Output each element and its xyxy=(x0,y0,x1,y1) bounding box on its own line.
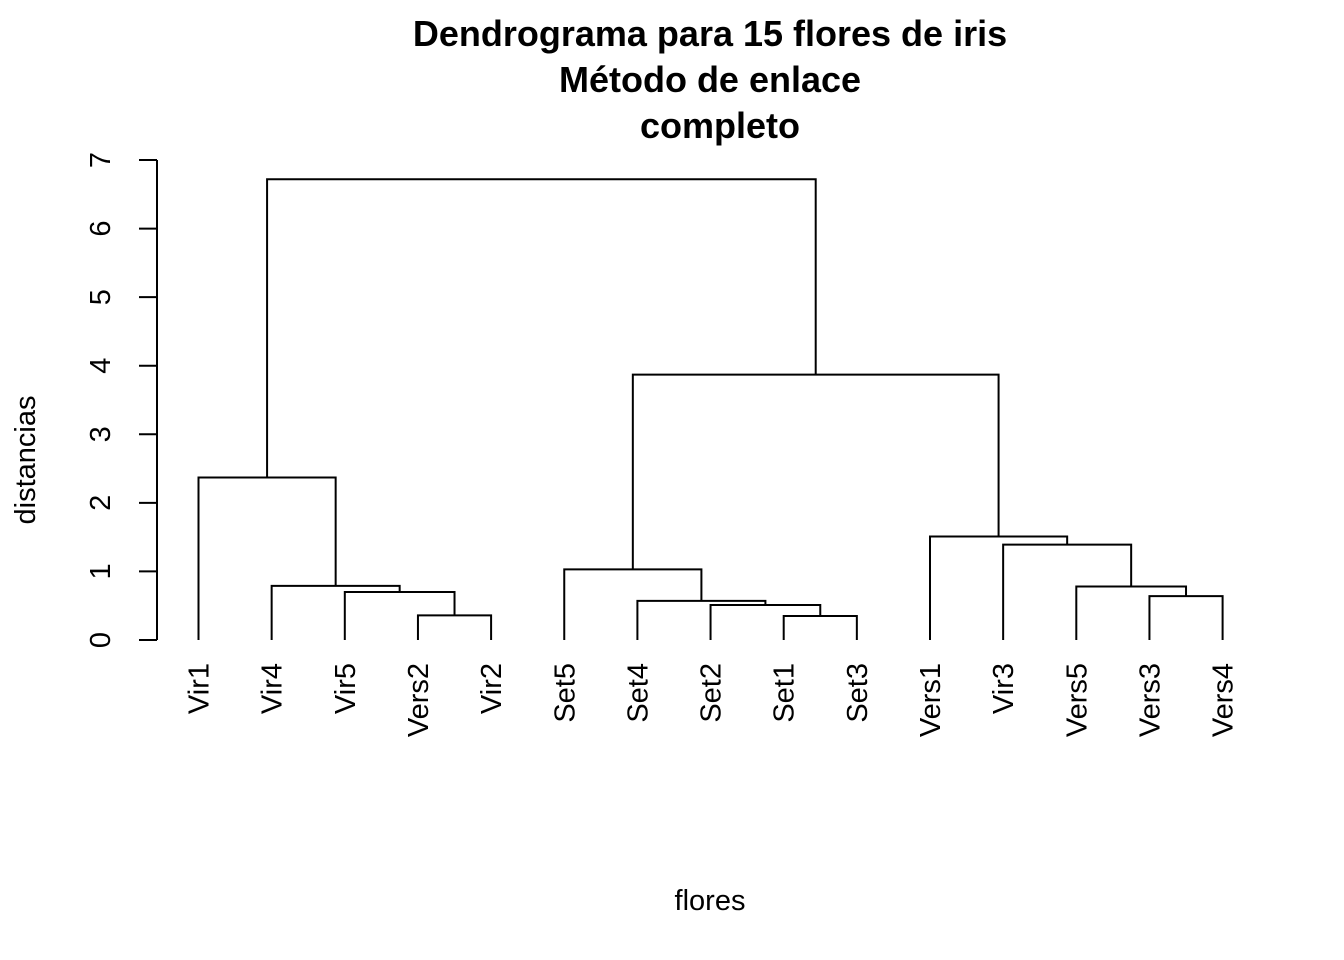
leaf-labels: Vir1 Vir4 Vir5 Vers2 Vir2 Set5 Set4 Set2 Set1 Set… xyxy=(184,663,1240,737)
merge-c14 xyxy=(266,178,817,478)
leaf-label: Vir5 xyxy=(330,663,362,714)
merge-c7 xyxy=(636,599,767,640)
y-tick-label: 4 xyxy=(85,358,117,374)
y-tick-label: 0 xyxy=(85,632,117,648)
merge-c10 xyxy=(1075,585,1188,640)
y-tick-label: 7 xyxy=(85,152,117,168)
merge-c11 xyxy=(1002,543,1133,640)
chart-title-line-2: Método de enlace xyxy=(559,59,861,100)
merge-c4 xyxy=(197,476,337,640)
leaf-label: Set2 xyxy=(696,663,728,723)
y-tick-label: 5 xyxy=(85,289,117,305)
y-axis: 0 1 2 3 4 5 6 7 xyxy=(85,152,158,648)
leaf-label: Vers4 xyxy=(1208,663,1240,737)
leaf-label: Set3 xyxy=(842,663,874,723)
leaf-label: Vers2 xyxy=(403,663,435,737)
leaf-label: Vir3 xyxy=(988,663,1020,714)
merge-c5 xyxy=(782,615,858,640)
dendrogram-tree xyxy=(197,178,1224,640)
leaf-label: Vers1 xyxy=(915,663,947,737)
chart-title-line-1: Dendrograma para 15 flores de iris xyxy=(413,13,1007,54)
merge-c13 xyxy=(631,373,1000,570)
x-axis-label: flores xyxy=(675,885,746,917)
leaf-label: Set5 xyxy=(549,663,581,723)
merge-c3 xyxy=(270,584,401,640)
merge-c6 xyxy=(709,604,822,640)
leaf-label: Vir1 xyxy=(184,663,216,714)
leaf-label: Set4 xyxy=(622,663,654,723)
leaf-label: Vers5 xyxy=(1061,663,1093,737)
y-tick-label: 3 xyxy=(85,426,117,442)
y-tick-label: 2 xyxy=(85,495,117,511)
chart-title-line-3: completo xyxy=(640,105,800,146)
y-tick-label: 1 xyxy=(85,563,117,579)
y-axis-label: distancias xyxy=(10,396,42,525)
merge-c1 xyxy=(416,614,493,640)
merge-c8 xyxy=(563,568,703,640)
merge-c12 xyxy=(929,535,1069,640)
leaf-label: Vers3 xyxy=(1134,663,1166,737)
y-tick-label: 6 xyxy=(85,221,117,237)
merge-c9 xyxy=(1148,595,1224,640)
leaf-label: Vir4 xyxy=(257,663,289,714)
leaf-label: Vir2 xyxy=(476,663,508,714)
leaf-label: Set1 xyxy=(769,663,801,723)
